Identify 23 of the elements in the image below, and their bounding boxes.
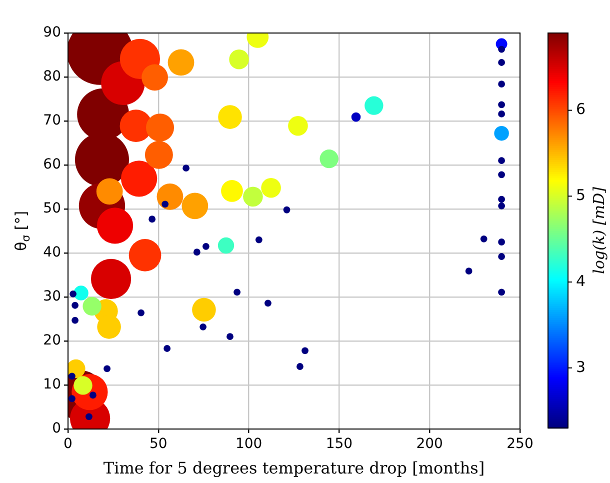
y-axis-title: θσ [°]: [12, 210, 32, 252]
y-tick-label: 20: [43, 332, 61, 349]
color-bar-label: 3: [576, 358, 586, 376]
color-bar-label: 5: [576, 186, 586, 204]
y-tick-label: 60: [43, 156, 61, 173]
x-tick-label: 50: [149, 436, 168, 452]
y-tick-label: 90: [43, 24, 61, 41]
y-tick-label: 80: [43, 68, 61, 85]
y-tick-label: 50: [43, 200, 61, 217]
x-tick-label: 100: [235, 436, 262, 452]
y-tick-label: 70: [43, 112, 61, 129]
color-bar-label: 4: [576, 272, 586, 290]
x-tick-label: 250: [506, 436, 534, 452]
y-tick-label: 40: [43, 244, 61, 261]
y-tick-label: 0: [52, 420, 61, 437]
color-bar-title: log(k) [mD]: [590, 186, 608, 274]
x-tick-label: 0: [64, 436, 72, 452]
y-tick-label: 10: [43, 376, 61, 393]
x-tick-label: 200: [416, 436, 443, 452]
x-tick-label: 150: [326, 436, 353, 452]
color-bar-label: 6: [576, 100, 586, 118]
x-axis-title: Time for 5 degrees temperature drop [months]: [103, 458, 485, 478]
y-tick-label: 30: [43, 288, 61, 305]
